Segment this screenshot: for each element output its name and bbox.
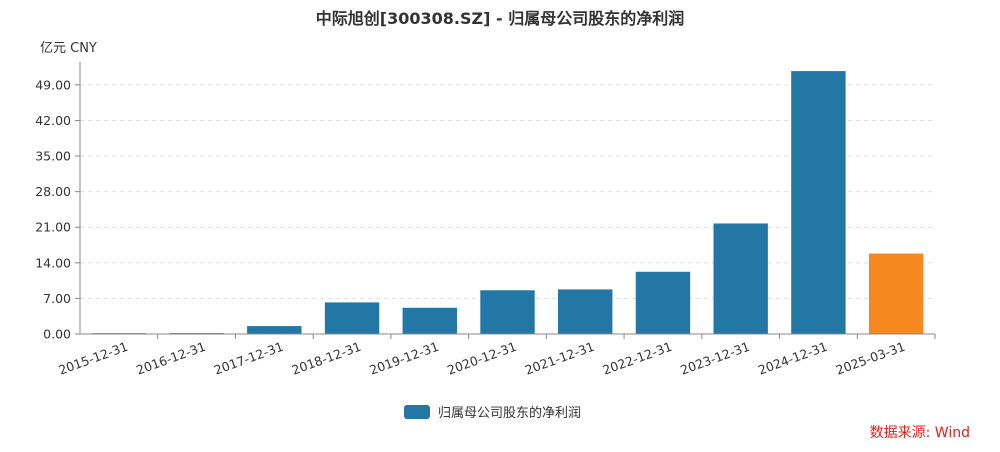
y-tick-label: 28.00 bbox=[35, 184, 71, 199]
y-tick-label: 35.00 bbox=[35, 149, 71, 164]
bar-2017-12-31[interactable] bbox=[247, 326, 302, 334]
bar-2023-12-31[interactable] bbox=[713, 223, 768, 334]
x-tick-label: 2016-12-31 bbox=[134, 339, 207, 378]
chart-title: 中际旭创[300308.SZ] - 归属母公司股东的净利润 bbox=[316, 9, 684, 28]
legend-label: 归属母公司股东的净利润 bbox=[438, 405, 581, 421]
y-axis-ticks: 0.00 7.00 14.00 21.00 28.00 35.00 42.00 49.00 bbox=[35, 77, 80, 342]
x-tick-label: 2024-12-31 bbox=[756, 339, 829, 378]
x-tick-label: 2019-12-31 bbox=[367, 339, 440, 378]
x-tick-label: 2017-12-31 bbox=[212, 339, 285, 378]
bar-2021-12-31[interactable] bbox=[558, 289, 613, 334]
bar-2025-03-31[interactable] bbox=[868, 253, 924, 334]
x-tick-label: 2018-12-31 bbox=[290, 339, 363, 378]
x-tick-label: 2023-12-31 bbox=[678, 339, 751, 378]
bar-2022-12-31[interactable] bbox=[635, 271, 691, 334]
x-tick-label: 2021-12-31 bbox=[523, 339, 596, 378]
legend[interactable]: 归属母公司股东的净利润 bbox=[404, 405, 581, 421]
bar-2018-12-31[interactable] bbox=[324, 302, 380, 334]
legend-swatch bbox=[404, 405, 430, 419]
y-tick-label: 49.00 bbox=[35, 77, 71, 92]
x-tick-label: 2025-03-31 bbox=[834, 339, 907, 378]
bars bbox=[91, 71, 924, 335]
y-axis-unit: 亿元 CNY bbox=[40, 41, 97, 56]
y-tick-label: 7.00 bbox=[43, 291, 71, 306]
x-tick-label: 2020-12-31 bbox=[445, 339, 518, 378]
data-source: 数据来源: Wind bbox=[870, 425, 970, 441]
x-tick-label: 2015-12-31 bbox=[56, 339, 129, 378]
bar-2019-12-31[interactable] bbox=[402, 307, 457, 334]
y-tick-label: 14.00 bbox=[35, 255, 71, 270]
bar-2024-12-31[interactable] bbox=[791, 71, 846, 335]
y-tick-label: 21.00 bbox=[35, 220, 71, 235]
x-tick-label: 2022-12-31 bbox=[601, 339, 674, 378]
y-tick-label: 42.00 bbox=[35, 113, 71, 128]
y-tick-label: 0.00 bbox=[43, 327, 71, 342]
bar-2020-12-31[interactable] bbox=[480, 290, 535, 334]
x-axis-ticks: 2015-12-31 2016-12-31 2017-12-31 2018-12-31… bbox=[56, 334, 936, 378]
